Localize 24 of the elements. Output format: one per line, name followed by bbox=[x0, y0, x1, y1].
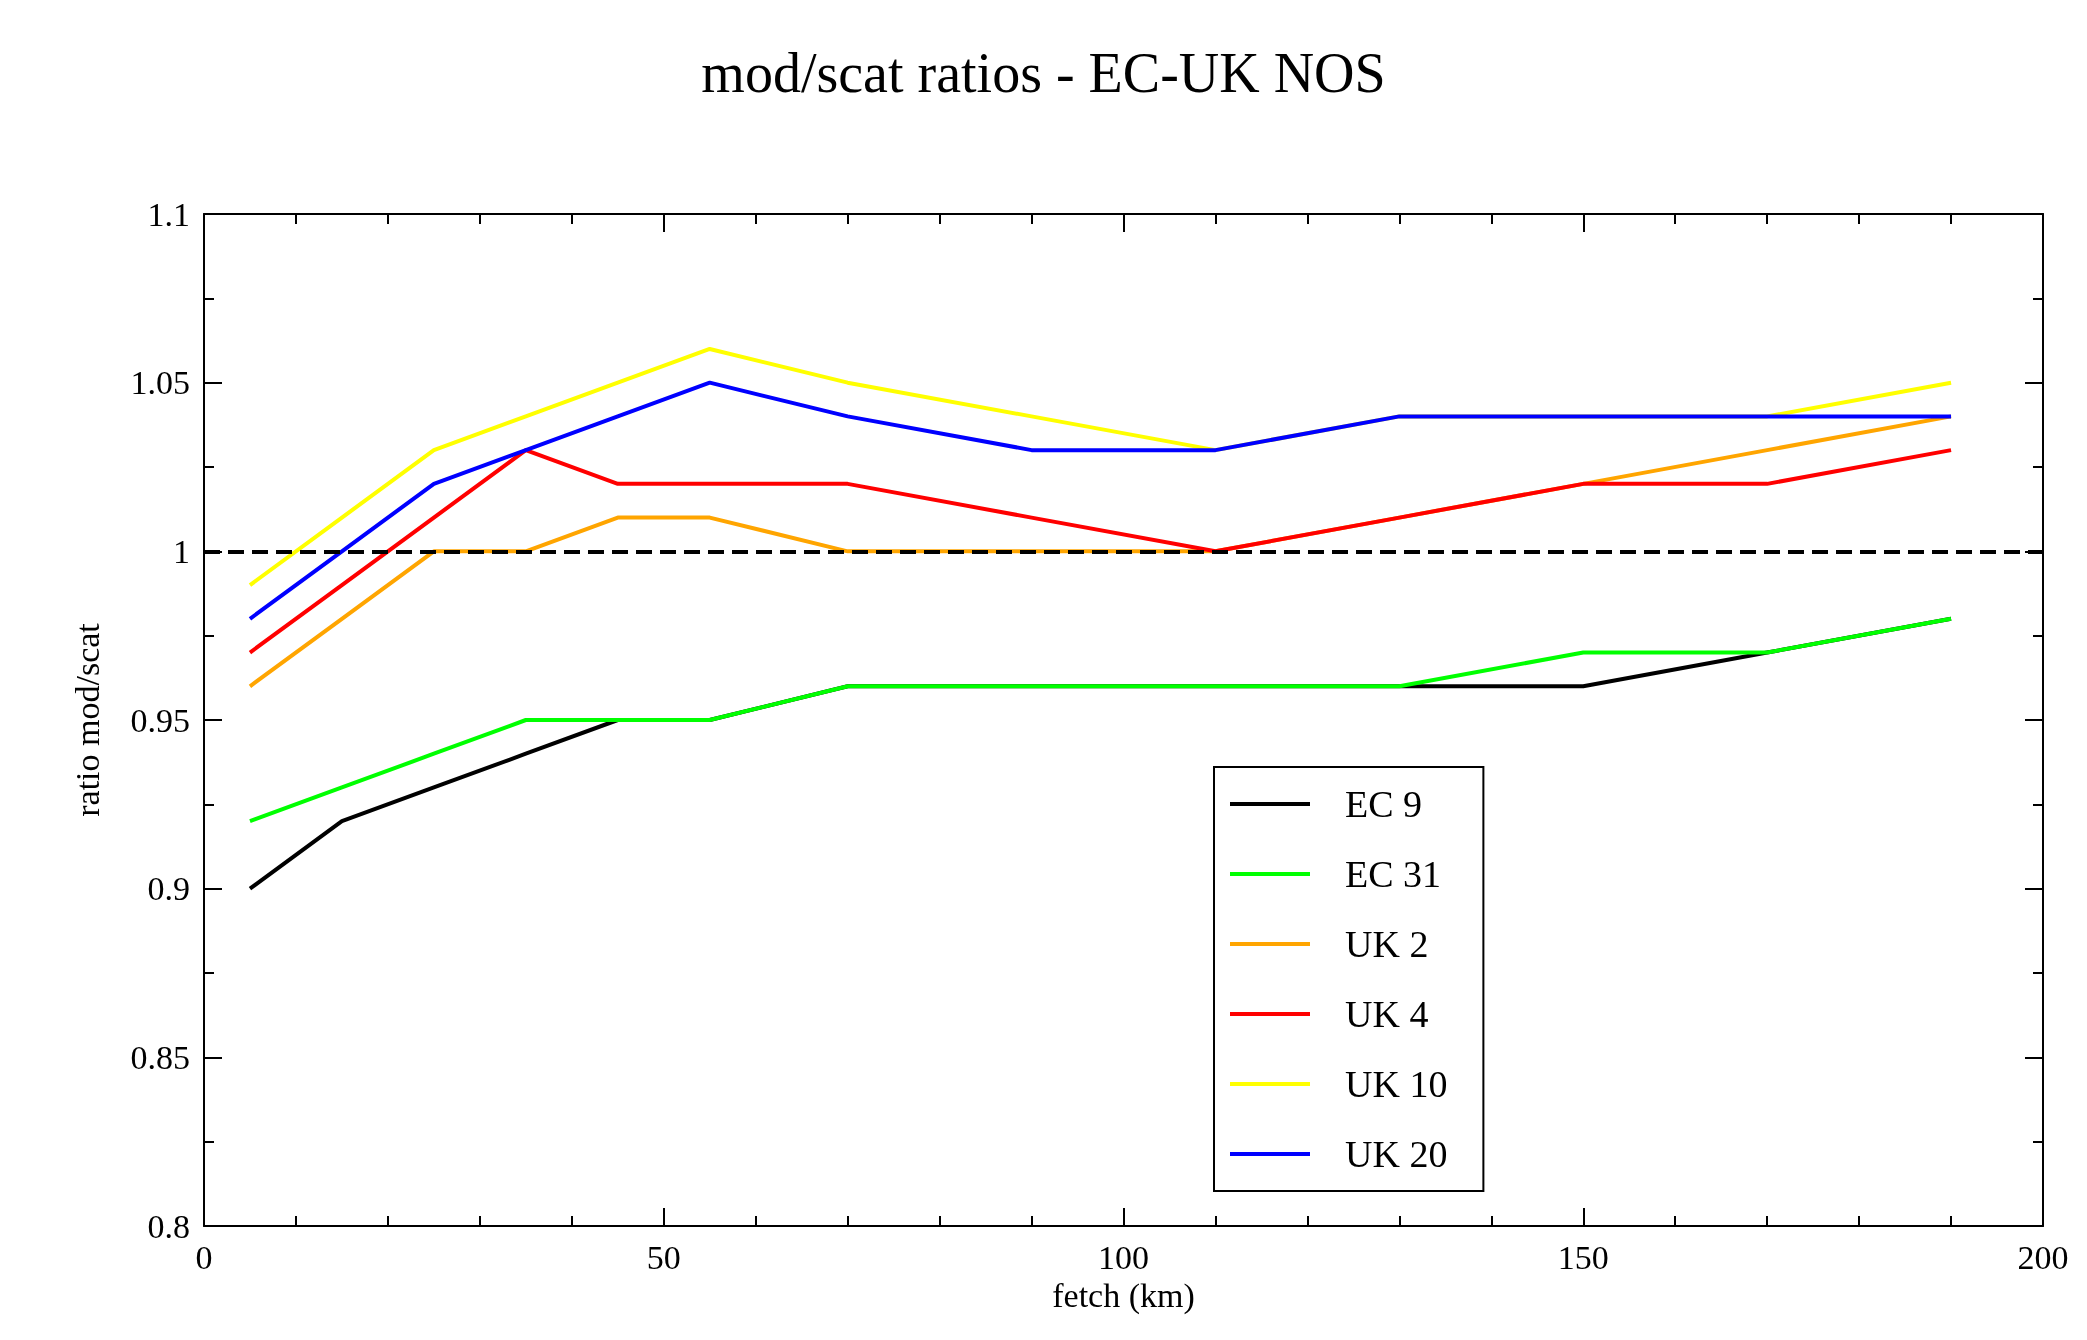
x-tick-label: 0 bbox=[195, 1238, 213, 1276]
legend-label: UK 2 bbox=[1345, 923, 1429, 965]
y-tick-label: 0.95 bbox=[130, 701, 190, 739]
y-tick-label: 0.9 bbox=[147, 870, 190, 908]
line-series bbox=[247, 380, 1954, 621]
legend-label: UK 20 bbox=[1345, 1133, 1448, 1175]
legend-label: UK 10 bbox=[1345, 1063, 1448, 1105]
y-tick-label: 1.05 bbox=[130, 364, 190, 402]
line-series bbox=[247, 448, 1954, 655]
y-tick-label: 0.85 bbox=[130, 1038, 190, 1076]
line-series bbox=[247, 616, 1954, 824]
x-tick-label: 50 bbox=[646, 1238, 681, 1276]
y-axis-title: ratio mod/scat bbox=[68, 622, 106, 817]
y-tick-label: 1.1 bbox=[147, 195, 190, 233]
legend-label: EC 9 bbox=[1345, 783, 1423, 825]
x-tick-label: 200 bbox=[2017, 1238, 2069, 1276]
legend-label: EC 31 bbox=[1345, 853, 1442, 895]
x-tick-label: 150 bbox=[1557, 1238, 1609, 1276]
x-axis-title: fetch (km) bbox=[1052, 1277, 1195, 1316]
legend-label: UK 4 bbox=[1345, 993, 1429, 1035]
y-tick-label: 1 bbox=[173, 532, 190, 570]
chart-title: mod/scat ratios - EC-UK NOS bbox=[701, 42, 1386, 104]
y-tick-label: 0.8 bbox=[147, 1207, 190, 1245]
x-tick-label: 100 bbox=[1098, 1238, 1149, 1276]
